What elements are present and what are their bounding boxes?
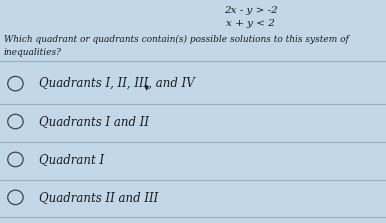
Text: Quadrants I, II, III, and IV: Quadrants I, II, III, and IV [39,77,194,90]
Text: Quadrants II and III: Quadrants II and III [39,191,158,204]
Text: Quadrants I and II: Quadrants I and II [39,115,149,128]
Text: 2x - y > -2: 2x - y > -2 [224,6,278,14]
Text: Which quadrant or quadrants contain(s) possible solutions to this system of: Which quadrant or quadrants contain(s) p… [4,35,349,44]
Text: x + y < 2: x + y < 2 [227,19,275,28]
Text: inequalities?: inequalities? [4,48,62,57]
Text: Quadrant I: Quadrant I [39,153,104,166]
